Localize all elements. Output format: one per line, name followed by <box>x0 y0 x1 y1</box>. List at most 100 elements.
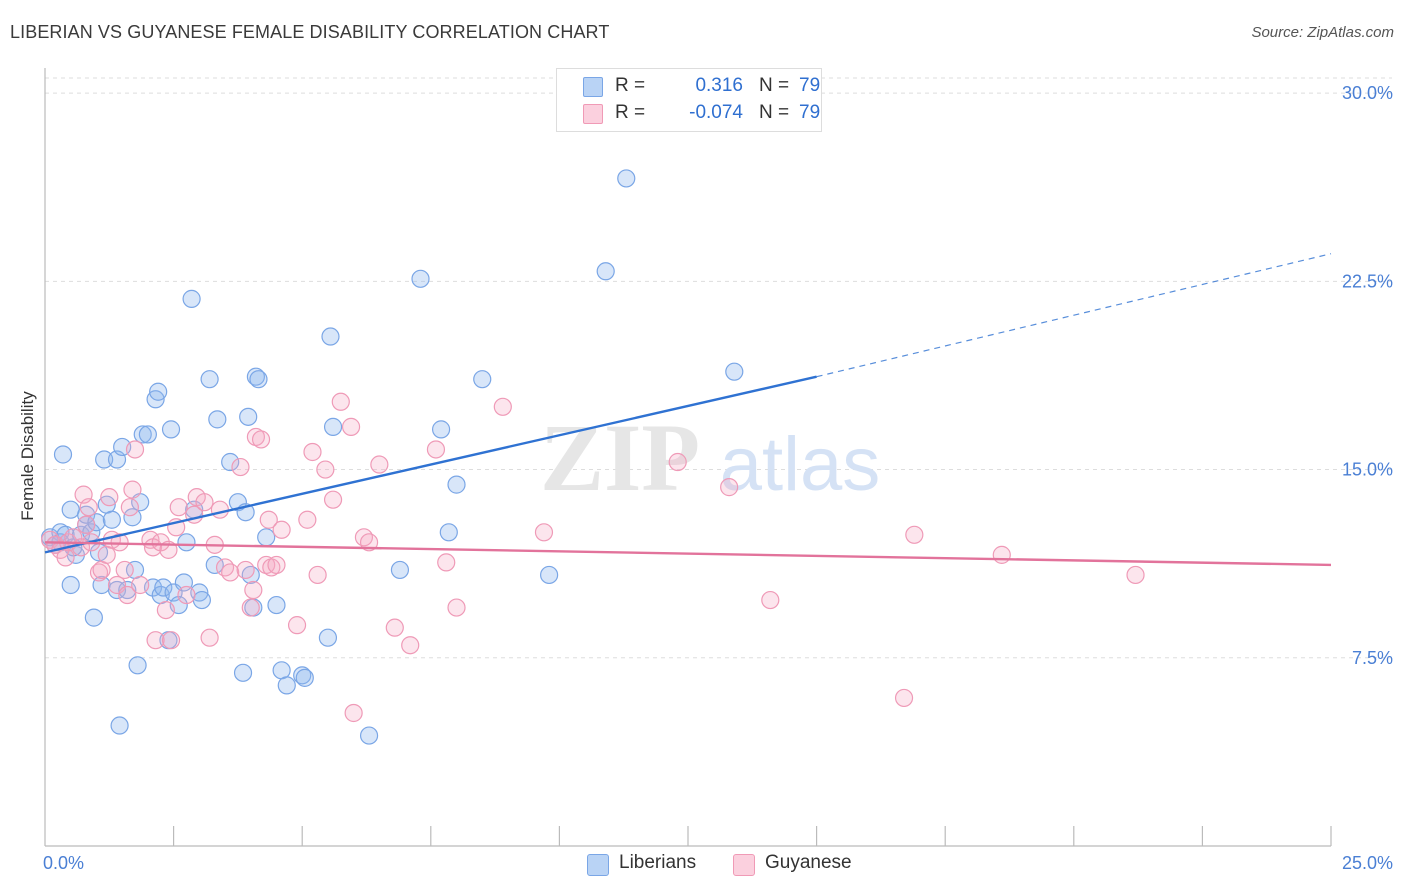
point-liberians <box>249 370 268 389</box>
point-liberians <box>277 676 296 695</box>
point-liberians <box>149 382 168 401</box>
legend-swatch-guyanese <box>583 104 603 124</box>
point-guyanese <box>341 417 361 436</box>
point-liberians <box>239 407 258 426</box>
point-liberians <box>95 450 114 469</box>
point-guyanese <box>56 548 75 567</box>
point-guyanese <box>131 575 150 595</box>
legend-n-label: N = <box>759 102 790 123</box>
point-guyanese <box>151 533 170 552</box>
point-guyanese <box>272 520 291 539</box>
x-tick-label: 0.0% <box>43 853 84 873</box>
point-liberians <box>295 668 314 687</box>
point-guyanese <box>385 618 404 637</box>
point-guyanese <box>200 628 219 647</box>
point-liberians <box>617 169 636 188</box>
point-guyanese <box>262 558 281 577</box>
source-label: Source: ZipAtlas.com <box>1251 24 1394 41</box>
point-guyanese <box>426 440 446 459</box>
point-guyanese <box>120 498 139 517</box>
point-liberians <box>473 370 492 389</box>
legend-r-value: -0.074 <box>689 102 743 123</box>
point-guyanese <box>905 525 924 544</box>
watermark: ZIP atlas <box>540 404 880 511</box>
point-liberians <box>272 661 291 680</box>
point-guyanese <box>251 430 271 449</box>
point-guyanese <box>298 510 317 529</box>
point-guyanese <box>720 478 739 497</box>
axes <box>44 68 1332 847</box>
point-liberians <box>267 595 286 615</box>
point-guyanese <box>221 563 240 582</box>
legend-r-label: R = <box>615 75 646 96</box>
point-liberians <box>208 410 227 429</box>
point-liberians <box>321 327 340 346</box>
point-liberians <box>182 289 201 308</box>
trend-line-guyanese <box>44 541 1332 567</box>
point-liberians <box>293 666 312 685</box>
point-liberians <box>107 580 127 600</box>
point-guyanese <box>344 703 363 723</box>
y-tick-label: 15.0% <box>1342 460 1393 480</box>
point-guyanese <box>210 500 229 519</box>
point-liberians <box>257 528 276 547</box>
point-guyanese <box>161 631 181 650</box>
point-liberians <box>110 716 129 735</box>
point-guyanese <box>89 563 109 582</box>
point-liberians <box>241 565 260 585</box>
point-liberians <box>154 578 173 597</box>
point-guyanese <box>257 555 276 575</box>
trend-line-liberians <box>44 375 817 554</box>
point-guyanese <box>1126 565 1145 585</box>
point-guyanese <box>215 558 235 577</box>
point-liberians <box>431 420 451 439</box>
trend-lines <box>44 253 1332 567</box>
point-guyanese <box>447 598 466 617</box>
tick-labels: 7.5% 15.0% 22.5% 30.0% 0.0% 25.0% <box>43 83 1393 873</box>
point-liberians <box>102 510 121 529</box>
point-guyanese <box>370 455 389 474</box>
point-liberians <box>128 656 147 675</box>
point-liberians <box>177 533 196 552</box>
point-liberians <box>61 500 80 519</box>
point-guyanese <box>118 585 137 605</box>
chart-title: LIBERIAN VS GUYANESE FEMALE DISABILITY C… <box>10 22 610 42</box>
point-guyanese <box>259 510 278 529</box>
legend-n-value: 79 <box>799 75 821 96</box>
point-liberians <box>323 417 343 436</box>
point-guyanese <box>894 688 914 708</box>
point-guyanese <box>308 565 327 585</box>
point-guyanese <box>169 498 188 517</box>
point-guyanese <box>493 397 512 416</box>
point-guyanese <box>331 392 350 411</box>
point-guyanese <box>354 528 374 547</box>
watermark-atlas: atlas <box>720 422 881 507</box>
bottom-legend-label-guyanese: Guyanese <box>765 852 852 873</box>
point-guyanese <box>267 555 286 575</box>
point-liberians <box>84 608 103 627</box>
point-liberians <box>390 560 410 580</box>
point-liberians <box>318 628 338 647</box>
point-guyanese <box>123 480 142 499</box>
point-guyanese <box>92 560 111 580</box>
point-liberians <box>61 575 80 595</box>
bottom-legend-swatch-guyanese <box>733 854 755 876</box>
point-liberians <box>725 362 744 381</box>
point-guyanese <box>316 460 335 479</box>
point-guyanese <box>437 553 456 572</box>
point-guyanese <box>246 427 266 447</box>
correlation-legend: R = 0.316 N = 79 R = -0.074 N = 79 <box>556 68 822 132</box>
point-guyanese <box>359 533 379 552</box>
point-liberians <box>540 565 559 585</box>
y-tick-label: 7.5% <box>1352 648 1393 668</box>
point-liberians <box>447 475 466 494</box>
legend-n-value: 79 <box>799 102 821 123</box>
legend-n-label: N = <box>759 75 790 96</box>
point-liberians <box>596 262 615 281</box>
point-guyanese <box>401 636 420 655</box>
point-liberians <box>53 445 73 464</box>
point-liberians <box>221 452 240 472</box>
point-guyanese <box>156 600 175 620</box>
point-liberians <box>200 370 219 389</box>
